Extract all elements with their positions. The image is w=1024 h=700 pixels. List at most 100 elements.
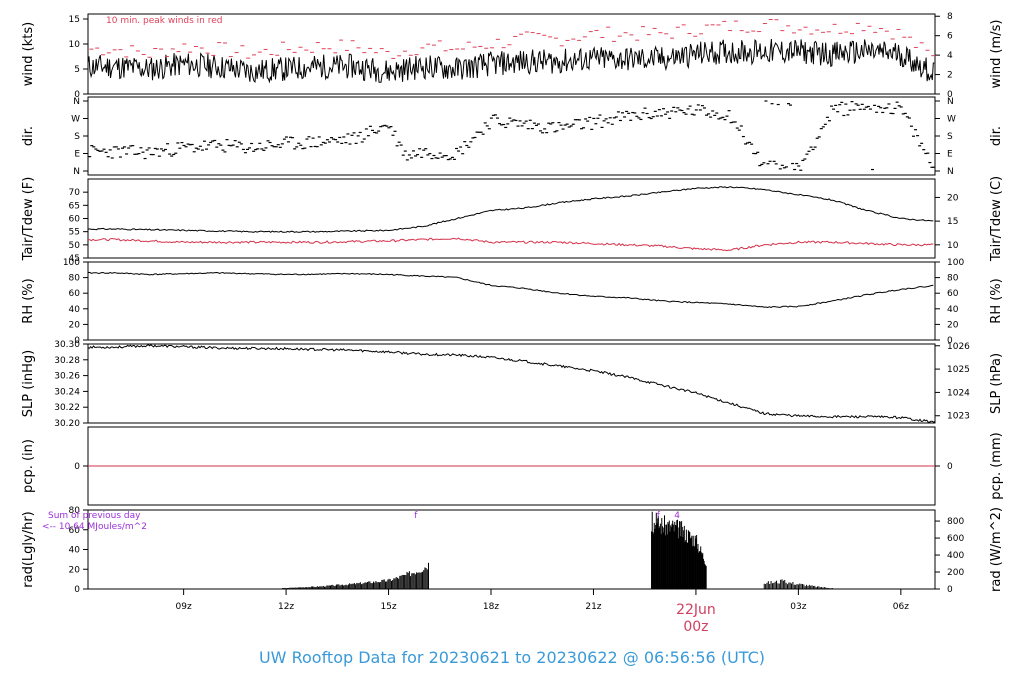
wind-ytick-label-right: 0 [947,90,953,100]
rad-ytick-label-left: 20 [69,565,81,575]
temp-ytick-label-left: 55 [69,228,80,238]
rh-ytick-label-left: 40 [69,305,81,315]
rad-ytick-label-right: 600 [947,534,964,544]
slp-ytick-label-right: 1026 [947,342,970,352]
dir-ylabel-left: dir. [21,126,36,146]
rad-marker-f-2: f [657,511,661,521]
temp-ytick-label-left: 65 [69,201,80,211]
x-tick-label: 15z [380,602,396,612]
rad-ytick-label-left: 0 [74,585,80,595]
rh-line [87,271,934,309]
x-tick-label: 12z [278,602,294,612]
pcp-ylabel-left: pcp. (in) [21,439,36,493]
wind-speed-line [87,38,935,84]
rh-ytick-label-right: 80 [947,274,959,284]
slp-ytick-label-left: 30.20 [54,419,80,429]
rh-ytick-label-left: 100 [63,258,80,268]
pcp-ytick-label-left: 0 [74,462,80,472]
tair-line [87,186,934,233]
pcp-ylabel-right: pcp. (mm) [989,432,1004,499]
dir-panel-frame [87,96,936,176]
temp-ytick-label-right: 15 [947,217,958,227]
slp-ytick-label-left: 30.28 [54,356,80,366]
temp-ytick-label-right: 10 [947,241,959,251]
slp-ytick-label-left: 30.24 [54,387,80,397]
temp-panel-frame [87,178,936,259]
dir-ytick-label-left: S [74,132,80,142]
rh-ytick-label-right: 20 [947,320,959,330]
rh-ylabel-right: RH (%) [989,278,1004,323]
temp-ytick-label-left: 70 [69,188,81,198]
rh-ytick-label-right: 0 [947,336,953,346]
wind-ytick-label-left: 0 [74,90,80,100]
slp-ytick-label-right: 1025 [947,365,970,375]
slp-ytick-label-right: 1023 [947,412,970,422]
date-marker-day: 22Jun [676,602,716,618]
dir-ytick-label-right: N [947,167,954,177]
dir-ytick-label-left: N [73,167,80,177]
dir-ylabel-right: dir. [989,126,1004,146]
wind-ytick-label-right: 4 [947,51,953,61]
rad-ytick-label-right: 400 [947,551,964,561]
dir-ytick-label-right: S [947,132,953,142]
dir-ytick-label-right: W [947,115,956,125]
rad-annotation-line-2: <-- 10.64 MJoules/m^2 [42,522,147,532]
rad-ytick-label-right: 0 [947,585,953,595]
rad-ytick-label-right: 800 [947,517,964,527]
dir-ytick-label-left: E [74,150,80,160]
slp-ylabel-right: SLP (hPa) [989,353,1004,414]
rh-ylabel-left: RH (%) [21,278,36,323]
temp-ylabel-left: Tair/Tdew (F) [21,177,36,262]
rad-ytick-label-left: 60 [69,526,81,536]
rh-panel-frame [87,261,936,341]
x-tick-label: 03z [790,602,806,612]
slp-ytick-label-right: 1024 [947,388,970,398]
slp-panel-frame [87,343,936,424]
rad-panel-frame [87,509,936,590]
wind-ytick-label-left: 5 [74,65,80,75]
rad-ytick-label-right: 200 [947,568,964,578]
chart-title: UW Rooftop Data for 20230621 to 20230622… [258,648,766,667]
slp-ylabel-left: SLP (inHg) [21,350,36,418]
rad-annotation-line-1: Sum of previous day [48,511,141,521]
rh-ytick-label-left: 80 [69,274,81,284]
temp-ytick-label-right: 20 [947,193,959,203]
rad-ytick-label-left: 80 [69,506,81,516]
dir-ytick-label-right: E [947,150,953,160]
wind-ytick-label-right: 2 [947,71,953,81]
wind-ytick-label-right: 8 [947,12,953,22]
slp-ytick-label-left: 30.30 [54,340,80,350]
wind-annotation: 10 min. peak winds in red [106,16,223,26]
x-tick-label: 18z [483,602,499,612]
rh-ytick-label-right: 60 [947,289,959,299]
wind-ytick-label-left: 15 [69,15,80,25]
x-tick-label: 06z [893,602,909,612]
rad-ytick-label-left: 40 [69,546,81,556]
wind-ylabel-left: wind (kts) [21,22,36,86]
rad-marker-f: f [414,511,418,521]
slp-ytick-label-left: 30.26 [54,372,80,382]
tdew-line [87,237,934,252]
wind-ylabel-right: wind (m/s) [989,20,1004,89]
rad-marker-4: 4 [674,511,680,521]
dir-ytick-label-right: N [947,97,954,107]
rh-ytick-label-left: 60 [69,289,81,299]
pcp-ytick-label-right: 0 [947,462,953,472]
slp-line [87,343,936,423]
temp-ytick-label-left: 45 [69,254,80,264]
temp-ylabel-right: Tair/Tdew (C) [989,176,1004,262]
wind-ytick-label-left: 10 [69,40,81,50]
wind-panel-frame [87,13,936,95]
temp-ytick-label-left: 60 [69,215,81,225]
wind-ytick-label-right: 6 [947,32,953,42]
rad-ylabel-right: rad (W/m^2) [989,507,1004,592]
rh-ytick-label-right: 100 [947,258,964,268]
dir-ytick-label-left: N [73,97,80,107]
rad-ylabel-left: rad(Lgly/hr) [21,511,36,587]
rh-ytick-label-right: 40 [947,305,959,315]
date-marker-hour: 00z [683,619,708,635]
rh-ytick-label-left: 20 [69,320,81,330]
dir-ytick-label-left: W [71,115,80,125]
x-tick-label: 21z [585,602,601,612]
